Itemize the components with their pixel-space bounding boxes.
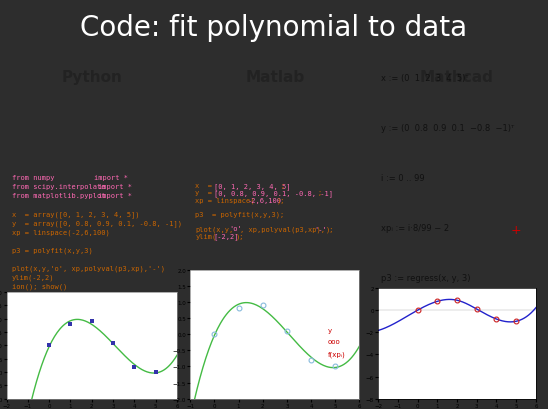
Text: ooo: ooo <box>328 338 340 344</box>
Text: ion(); show(): ion(); show() <box>12 283 67 289</box>
Text: ylim(-2,2): ylim(-2,2) <box>12 274 54 280</box>
Text: xpᵢ := i·8/99 − 2: xpᵢ := i·8/99 − 2 <box>381 224 449 233</box>
Text: p3 := regress(x, y, 3): p3 := regress(x, y, 3) <box>381 274 471 283</box>
Text: y  =: y = <box>195 190 216 196</box>
Text: f(xp) := interp(p3, x, y, xp): f(xp) := interp(p3, x, y, xp) <box>381 324 494 333</box>
Text: plot(x,y,: plot(x,y, <box>195 226 233 232</box>
Text: [0, 1, 2, 3, 4, 5]: [0, 1, 2, 3, 4, 5] <box>214 183 290 189</box>
Text: '-': '-' <box>315 226 327 232</box>
Text: xp = linspace(-2,6,100): xp = linspace(-2,6,100) <box>12 229 110 235</box>
Text: -2,6,100: -2,6,100 <box>247 197 281 203</box>
Text: y: y <box>328 327 332 333</box>
Text: plot(x,y,'o', xp,polyval(p3,xp),'-'): plot(x,y,'o', xp,polyval(p3,xp),'-') <box>12 265 165 271</box>
Text: , xp,polyval(p3,xp),: , xp,polyval(p3,xp), <box>240 226 325 232</box>
Text: ;: ; <box>318 190 322 196</box>
Text: xp = linspace(: xp = linspace( <box>195 197 255 204</box>
Text: f(xpᵢ): f(xpᵢ) <box>328 350 345 357</box>
Text: i := 0 .. 99: i := 0 .. 99 <box>381 174 425 183</box>
Text: Matlab: Matlab <box>245 70 305 84</box>
Text: import *: import * <box>94 174 128 180</box>
Text: ;: ; <box>281 183 285 189</box>
Text: [-2,2]: [-2,2] <box>214 233 239 240</box>
Text: 'o': 'o' <box>229 226 242 232</box>
Text: Mathcad: Mathcad <box>420 70 494 84</box>
Text: p3 = polyfit(x,y,3): p3 = polyfit(x,y,3) <box>12 247 93 253</box>
Text: );: ); <box>236 233 245 240</box>
Text: Code: fit polynomial to data: Code: fit polynomial to data <box>81 13 467 42</box>
Text: p3  = polyfit(x,y,3);: p3 = polyfit(x,y,3); <box>195 211 284 218</box>
Text: x := (0  1  2  3  4  5)ᵀ: x := (0 1 2 3 4 5)ᵀ <box>381 74 469 83</box>
Text: );: ); <box>277 197 286 204</box>
Text: y := (0  0.8  0.9  0.1  −0.8  −1)ᵀ: y := (0 0.8 0.9 0.1 −0.8 −1)ᵀ <box>381 124 515 133</box>
Text: from numpy: from numpy <box>12 174 105 180</box>
Text: from scipy.interpolate: from scipy.interpolate <box>12 183 110 189</box>
Text: +: + <box>511 224 522 237</box>
Text: x  =: x = <box>195 183 216 189</box>
Text: );: ); <box>326 226 334 232</box>
Text: import *: import * <box>98 192 132 198</box>
Text: Python: Python <box>61 70 122 84</box>
Text: [0, 0.8, 0.9, 0.1, -0.8, -1]: [0, 0.8, 0.9, 0.1, -0.8, -1] <box>214 190 333 197</box>
Text: ylim(: ylim( <box>195 233 216 240</box>
Text: y  = array([0, 0.8, 0.9, 0.1, -0.8, -1]): y = array([0, 0.8, 0.9, 0.1, -0.8, -1]) <box>12 219 182 226</box>
Text: from matplotlib.pyplot: from matplotlib.pyplot <box>12 192 110 198</box>
Text: x  = array([0, 1, 2, 3, 4, 5]): x = array([0, 1, 2, 3, 4, 5]) <box>12 210 139 217</box>
Text: import *: import * <box>98 183 132 189</box>
